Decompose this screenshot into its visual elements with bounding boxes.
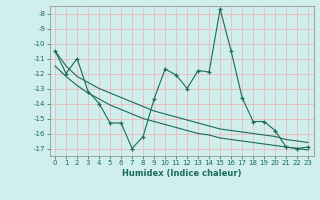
X-axis label: Humidex (Indice chaleur): Humidex (Indice chaleur) <box>122 169 241 178</box>
